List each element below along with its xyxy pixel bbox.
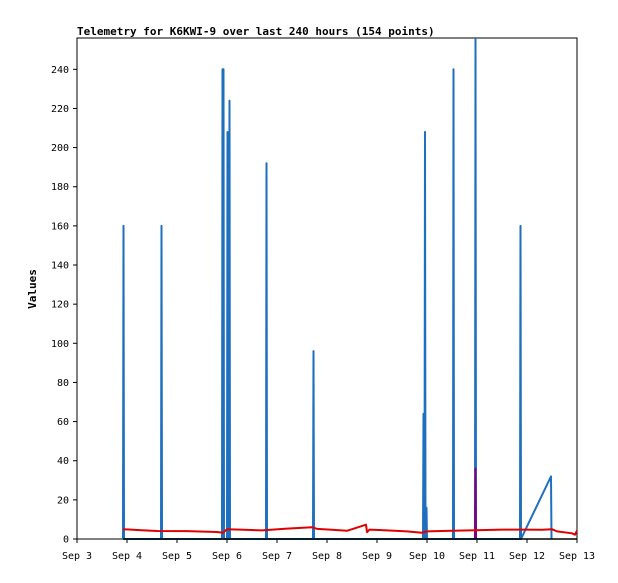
y-tick-label: 20 [57,495,69,506]
y-tick-label: 120 [51,300,69,311]
y-tick-label: 160 [51,221,69,232]
x-tick-label: Sep 9 [362,551,392,562]
chart-title: Telemetry for K6KWI-9 over last 240 hour… [77,25,435,38]
x-tick-label: Sep 5 [162,551,192,562]
y-axis-label: Values [26,269,39,309]
y-tick-label: 180 [51,182,69,193]
y-tick-label: 140 [51,261,69,272]
x-tick-label: Sep 6 [212,551,242,562]
y-tick-label: 200 [51,143,69,154]
y-tick-label: 0 [63,535,69,546]
series-line-3 [122,523,578,536]
y-tick-label: 40 [57,456,69,467]
x-tick-label: Sep 12 [509,551,545,562]
x-tick-label: Sep 7 [262,551,292,562]
y-tick-label: 60 [57,417,69,428]
y-tick-label: 100 [51,339,69,350]
plot-frame [76,37,578,540]
series-line-2 [474,467,477,540]
y-tick-label: 220 [51,104,69,115]
x-tick-label: Sep 11 [459,551,495,562]
x-tick-label: Sep 13 [559,551,595,562]
series-line-1 [122,37,553,540]
x-tick-label: Sep 10 [409,551,445,562]
x-tick-label: Sep 4 [112,551,142,562]
y-tick-label: 80 [57,378,69,389]
x-tick-label: Sep 3 [62,551,92,562]
y-tick-label: 240 [51,65,69,76]
x-tick-label: Sep 8 [312,551,342,562]
plot-area: 0 20 40 60 80 100 120 140 160 180 200 220 240 Sep 3 Se… [51,37,595,562]
